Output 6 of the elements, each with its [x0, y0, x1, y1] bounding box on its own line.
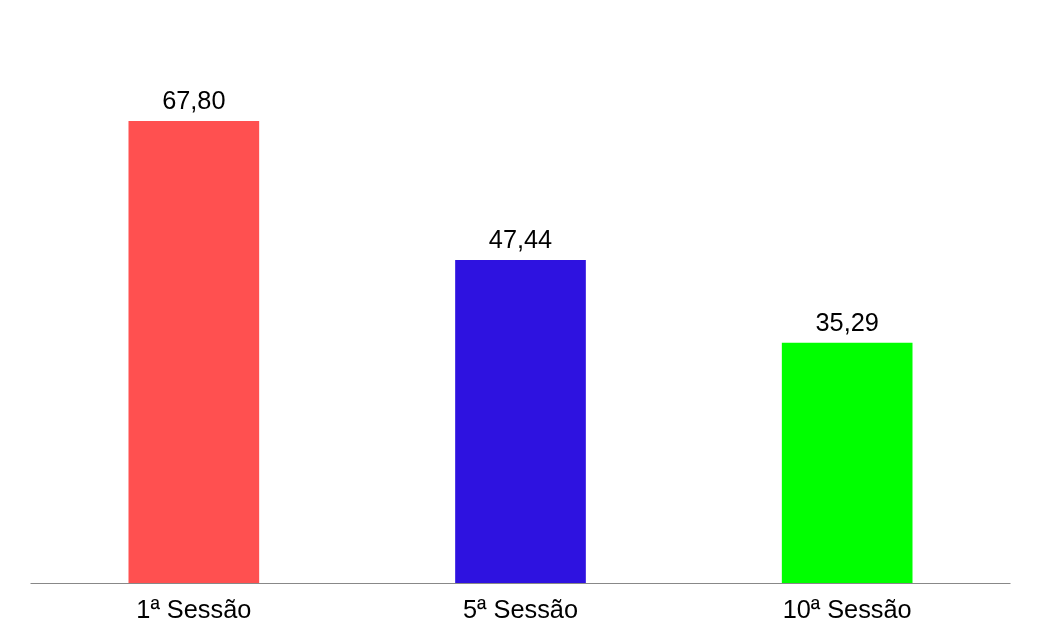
x-tick-label: 5ª Sessão	[463, 594, 578, 623]
data-label: 67,80	[162, 86, 226, 115]
data-label: 35,29	[815, 307, 879, 336]
x-tick-label: 10ª Sessão	[782, 594, 912, 623]
x-tick-label: 1ª Sessão	[136, 594, 252, 623]
data-label: 47,44	[488, 224, 553, 253]
